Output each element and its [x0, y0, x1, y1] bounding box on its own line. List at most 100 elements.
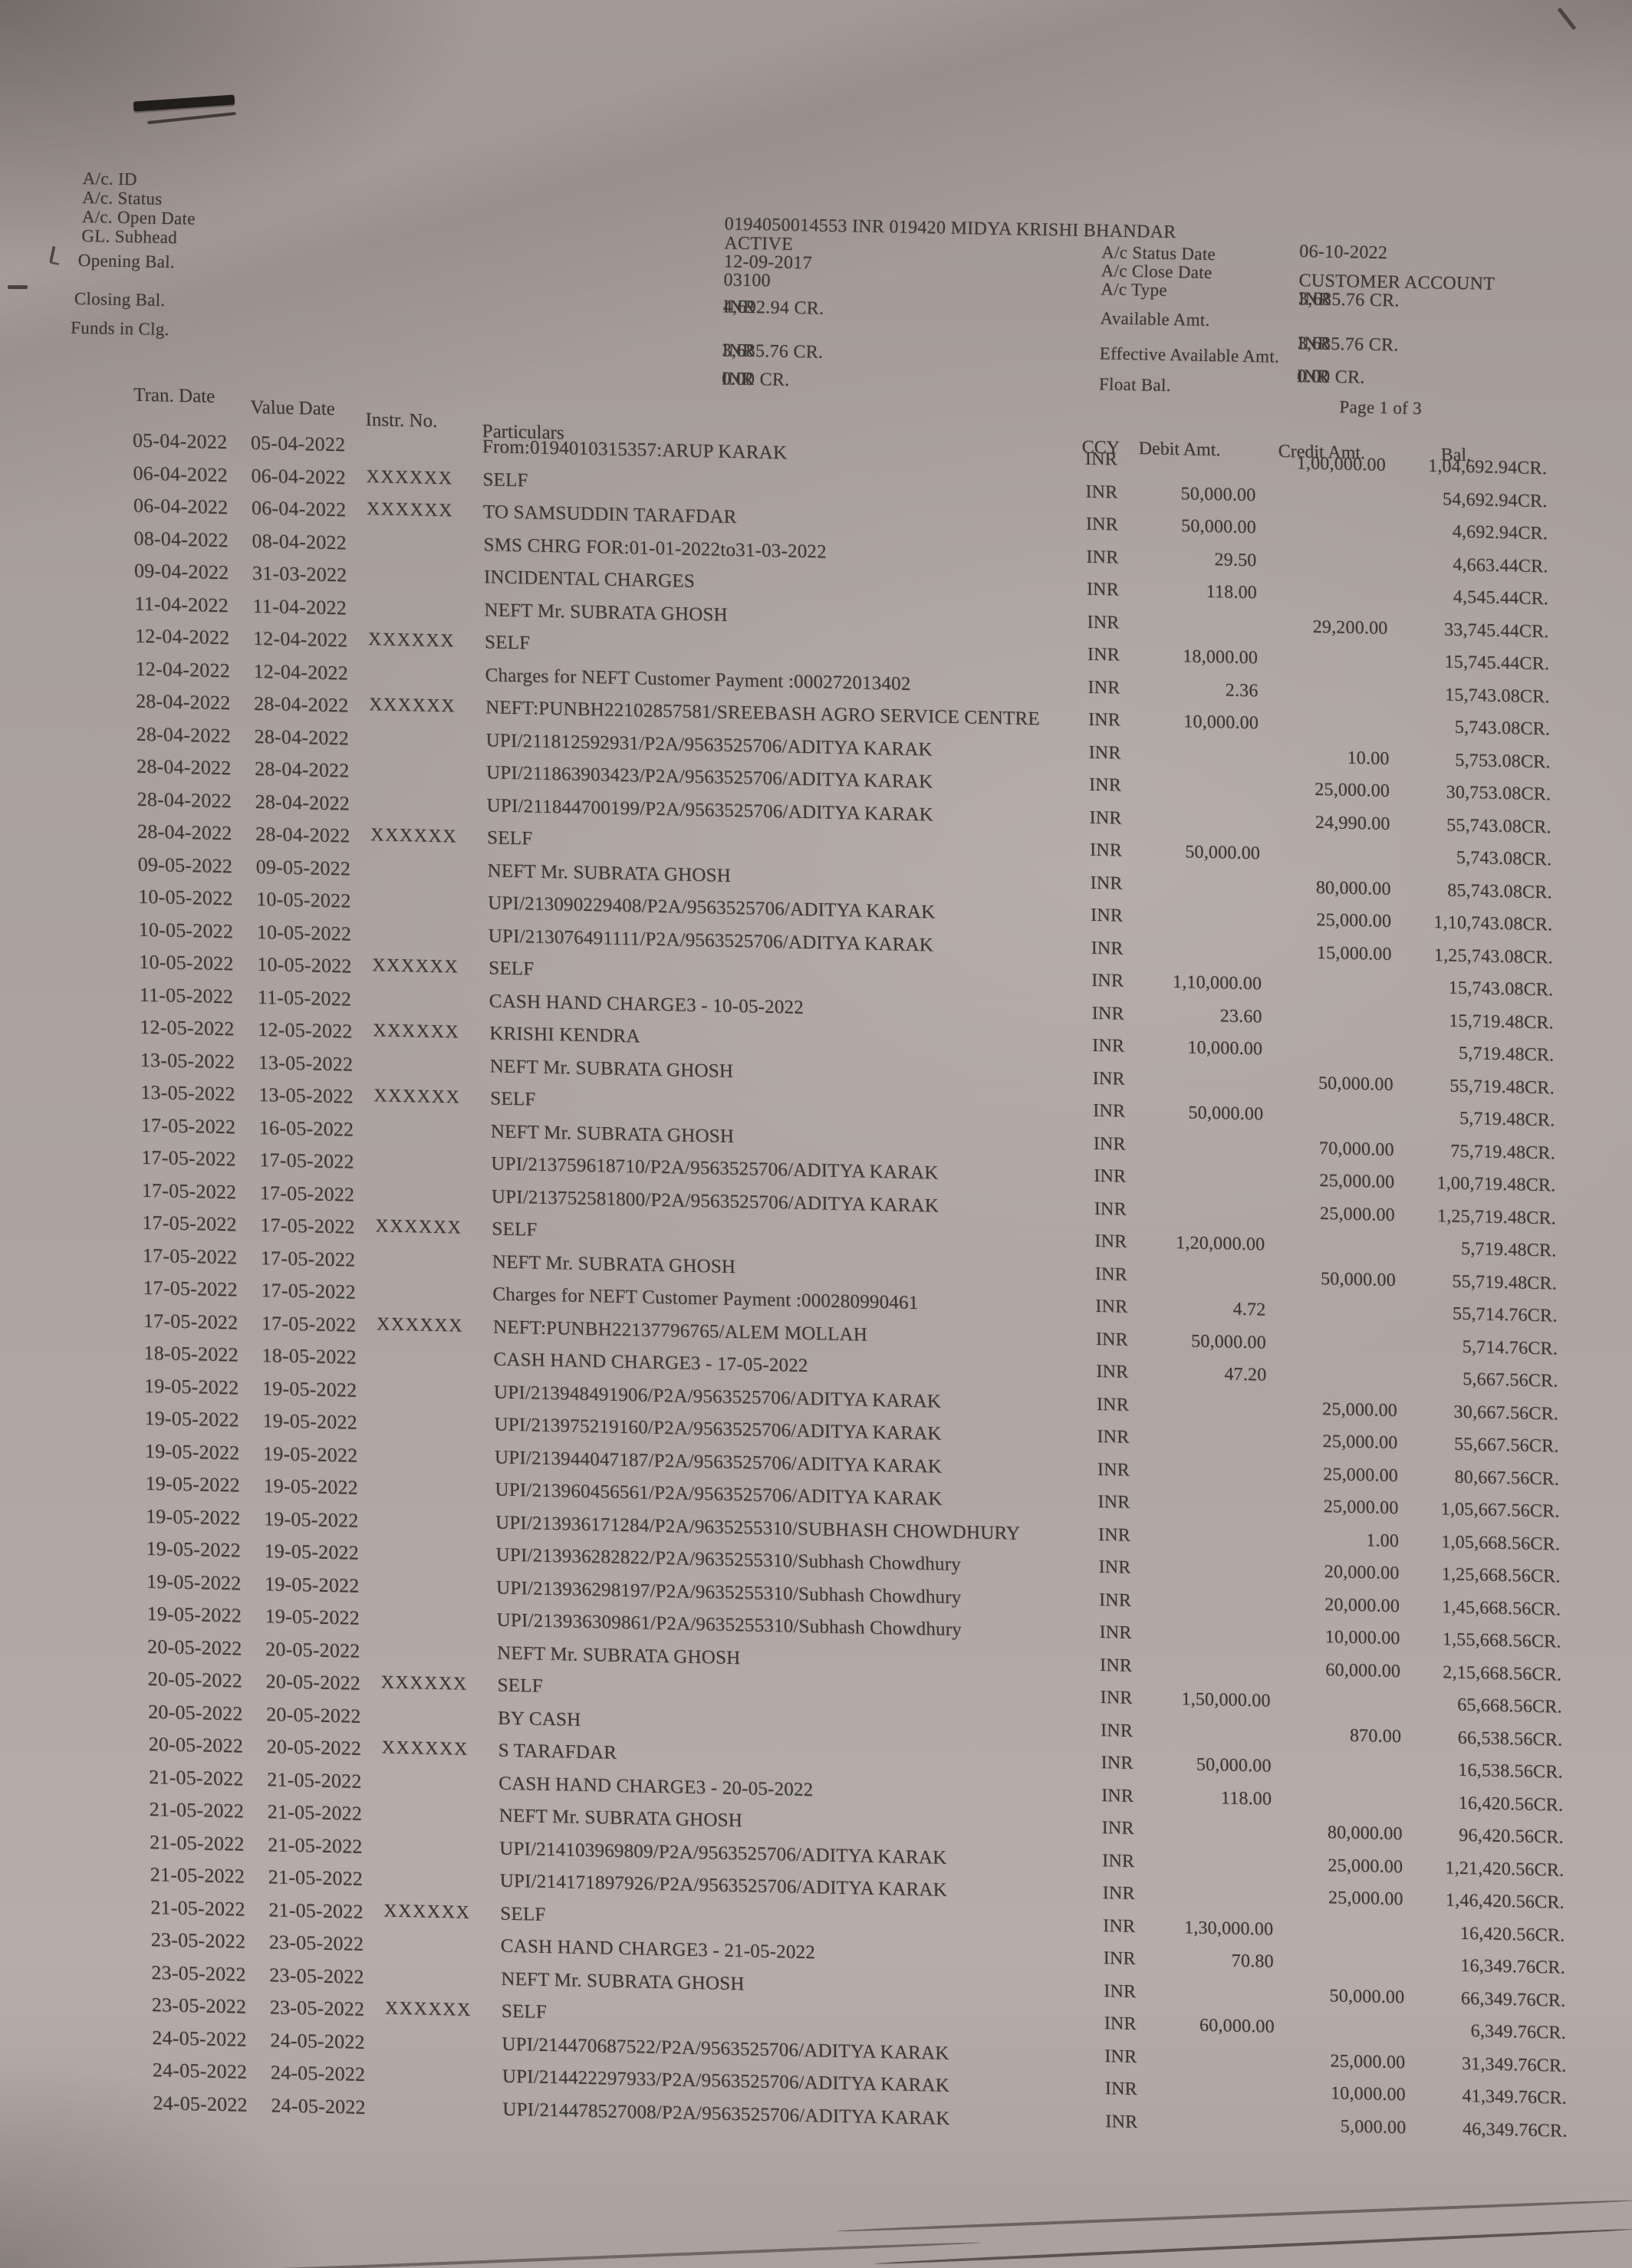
- ccy: INR: [1085, 482, 1118, 503]
- ccy: INR: [1102, 1883, 1135, 1904]
- value-date: 06-04-2022: [251, 496, 347, 521]
- balance: 15,745.44CR.: [1444, 652, 1550, 675]
- tran-date: 17-05-2022: [141, 1146, 236, 1171]
- ccy: INR: [1101, 1818, 1134, 1839]
- balance: 15,743.08CR.: [1448, 978, 1554, 1001]
- balance: 41,349.76CR.: [1462, 2086, 1568, 2109]
- value-date: 05-04-2022: [250, 431, 346, 456]
- ccy: INR: [1104, 2013, 1137, 2035]
- value-date: 08-04-2022: [252, 529, 347, 554]
- value-date: 19-05-2022: [265, 1605, 360, 1629]
- value-date: 12-04-2022: [252, 626, 348, 652]
- balance: 31,349.76CR.: [1461, 2053, 1567, 2076]
- tran-date: 24-05-2022: [153, 2091, 248, 2116]
- debit-amt: 50,000.00: [1181, 516, 1257, 538]
- ccy: INR: [1101, 1720, 1134, 1741]
- ccy: INR: [1084, 449, 1118, 470]
- tran-date: 21-05-2022: [149, 1798, 245, 1823]
- value-date: 13-05-2022: [258, 1050, 354, 1076]
- credit-amt: 80,000.00: [1315, 877, 1391, 899]
- particulars: INCIDENTAL CHARGES: [483, 567, 696, 592]
- value-date: 17-05-2022: [259, 1149, 354, 1173]
- value-date: 19-05-2022: [262, 1409, 358, 1434]
- balance: 5,719.48CR.: [1461, 1238, 1557, 1261]
- credit-amt: 25,000.00: [1322, 1431, 1398, 1454]
- credit-amt: 25,000.00: [1328, 1888, 1403, 1910]
- ccy: INR: [1090, 873, 1123, 894]
- tran-date: 23-05-2022: [150, 1928, 246, 1953]
- tran-date: 28-04-2022: [136, 754, 232, 780]
- pen-tick-mark: [1557, 7, 1577, 31]
- credit-amt: 25,000.00: [1316, 909, 1392, 932]
- value-date: 17-05-2022: [261, 1311, 357, 1336]
- credit-amt: 1,00,000.00: [1296, 453, 1387, 475]
- credit-amt: 25,000.00: [1330, 2050, 1406, 2072]
- particulars: NEFT Mr. SUBRATA GHOSH: [490, 1120, 735, 1147]
- credit-amt: 870.00: [1349, 1725, 1402, 1747]
- value-date: 21-05-2022: [267, 1767, 362, 1793]
- tran-date: 19-05-2022: [144, 1406, 240, 1431]
- instr-no: XXXXXX: [373, 1021, 460, 1043]
- balance: 1,25,743.08CR.: [1433, 945, 1553, 968]
- value-date: 21-05-2022: [267, 1800, 363, 1825]
- ccy: INR: [1087, 612, 1120, 633]
- credit-amt: 25,000.00: [1322, 1399, 1398, 1421]
- ccy: INR: [1104, 1980, 1137, 2002]
- value-date: 23-05-2022: [269, 1996, 365, 2020]
- balance: 1,10,743.08CR.: [1433, 912, 1553, 935]
- tran-date: 17-05-2022: [140, 1113, 236, 1138]
- balance: 4,692.94CR.: [1452, 521, 1548, 544]
- value-date: 11-04-2022: [252, 594, 347, 619]
- balance: 30,753.08CR.: [1446, 782, 1551, 805]
- value-date: 20-05-2022: [266, 1735, 362, 1760]
- tran-date: 12-04-2022: [134, 624, 230, 649]
- tran-date: 21-05-2022: [150, 1830, 245, 1855]
- balance: 33,745.44CR.: [1443, 619, 1549, 642]
- value-date: 24-05-2022: [270, 2061, 366, 2086]
- tran-date: 19-05-2022: [144, 1439, 240, 1464]
- debit-amt: 29.50: [1214, 549, 1257, 570]
- balance: 4,663.44CR.: [1453, 554, 1548, 577]
- value-date: 19-05-2022: [263, 1474, 359, 1499]
- value-date: 12-04-2022: [253, 659, 349, 685]
- value-date: 19-05-2022: [262, 1376, 357, 1402]
- credit-amt: 24,990.00: [1314, 812, 1390, 834]
- ccy: INR: [1087, 644, 1120, 666]
- value-date: 06-04-2022: [251, 464, 346, 488]
- ccy: INR: [1100, 1688, 1133, 1708]
- credit-amt: 1.00: [1366, 1530, 1400, 1551]
- ccy: INR: [1097, 1426, 1130, 1448]
- value-date: 13-05-2022: [258, 1083, 354, 1108]
- particulars: SELF: [489, 958, 535, 980]
- ccy: INR: [1099, 1622, 1132, 1643]
- value-date: 20-05-2022: [266, 1702, 361, 1727]
- particulars: NEFT Mr. SUBRATA GHOSH: [484, 599, 729, 626]
- credit-amt: 15,000.00: [1316, 942, 1392, 965]
- tran-date: 10-05-2022: [138, 918, 234, 942]
- debit-amt: 70.80: [1231, 1951, 1274, 1972]
- balance: 6,349.76CR.: [1470, 2021, 1567, 2043]
- credit-amt: 10.00: [1347, 748, 1390, 769]
- ccy: INR: [1091, 970, 1124, 991]
- tran-date: 08-04-2022: [133, 527, 229, 551]
- ccy: INR: [1104, 2079, 1138, 2100]
- tran-date: 09-05-2022: [137, 853, 233, 877]
- balance: 46,349.76CR.: [1462, 2118, 1568, 2141]
- ccy: INR: [1097, 1491, 1130, 1513]
- ccy: INR: [1105, 2111, 1138, 2132]
- debit-amt: 47.20: [1224, 1364, 1267, 1385]
- tran-date: 28-04-2022: [135, 689, 231, 715]
- tran-date: 17-05-2022: [142, 1211, 237, 1236]
- balance: 55,743.08CR.: [1446, 815, 1551, 837]
- value-date: 19-05-2022: [264, 1572, 360, 1597]
- credit-amt: 5,000.00: [1340, 2116, 1407, 2138]
- credit-amt: 60,000.00: [1325, 1659, 1401, 1681]
- tran-date: 12-04-2022: [135, 657, 231, 682]
- instr-no: XXXXXX: [383, 1900, 471, 1923]
- instr-no: XXXXXX: [370, 825, 458, 847]
- balance: 5,719.48CR.: [1459, 1108, 1555, 1131]
- credit-amt: 70,000.00: [1318, 1138, 1395, 1160]
- value-date: 11-05-2022: [257, 985, 352, 1011]
- value-date: 16-05-2022: [258, 1116, 354, 1141]
